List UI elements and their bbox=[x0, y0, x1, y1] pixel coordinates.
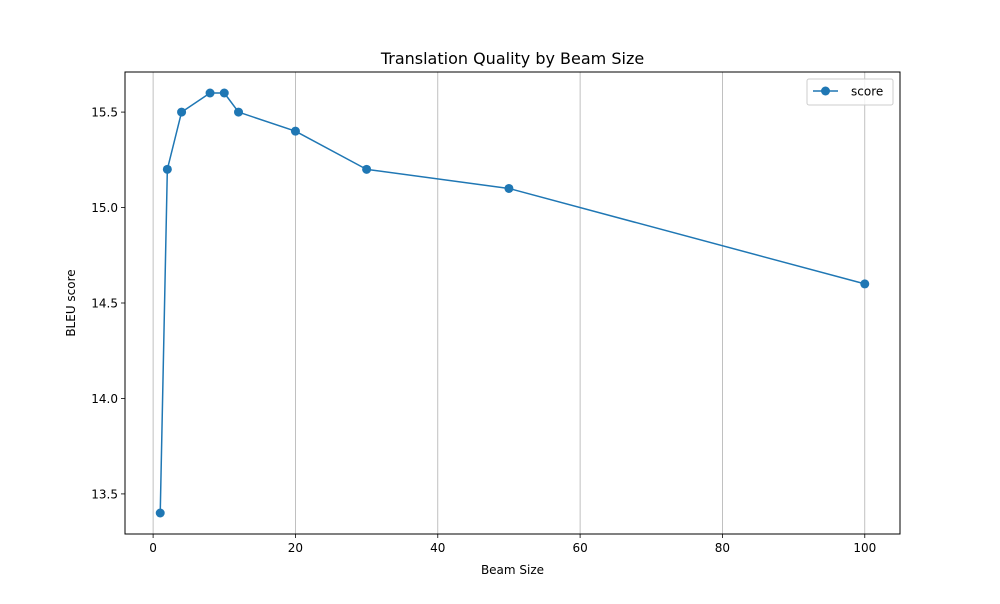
x-tick-label: 40 bbox=[430, 541, 445, 555]
data-point bbox=[219, 88, 229, 98]
grid-layer bbox=[152, 72, 866, 534]
x-tick-label: 80 bbox=[715, 541, 730, 555]
y-axis-label: BLEU score bbox=[64, 269, 78, 336]
y-tick-label: 14.0 bbox=[91, 392, 118, 406]
x-tick-label: 0 bbox=[149, 541, 157, 555]
data-point bbox=[205, 88, 215, 98]
series-line-score bbox=[159, 92, 865, 514]
data-point bbox=[177, 107, 187, 117]
data-point bbox=[155, 508, 165, 518]
data-point bbox=[234, 107, 244, 117]
ticks-layer: 0 20 40 60 80 100 13.5 14.0 14.5 15.0 15.5 bbox=[91, 106, 876, 555]
x-tick-label: 20 bbox=[288, 541, 303, 555]
x-axis-label: Beam Size bbox=[481, 563, 544, 577]
data-point bbox=[504, 183, 514, 193]
data-point bbox=[162, 164, 172, 174]
y-tick-label: 14.5 bbox=[91, 297, 118, 311]
plot-frame bbox=[124, 71, 901, 535]
legend: score bbox=[806, 78, 894, 106]
data-point bbox=[362, 164, 372, 174]
legend-marker-swatch bbox=[821, 86, 830, 96]
y-tick-label: 13.5 bbox=[91, 487, 118, 501]
data-point bbox=[290, 126, 300, 136]
y-tick-label: 15.5 bbox=[91, 106, 118, 120]
series-layer bbox=[155, 88, 870, 518]
legend-box bbox=[806, 78, 894, 106]
data-point bbox=[860, 279, 870, 289]
x-tick-label: 100 bbox=[853, 541, 876, 555]
x-tick-label: 60 bbox=[572, 541, 587, 555]
legend-entry-score: score bbox=[851, 85, 883, 99]
chart-title: Translation Quality by Beam Size bbox=[380, 49, 644, 68]
y-tick-label: 15.0 bbox=[91, 201, 118, 215]
